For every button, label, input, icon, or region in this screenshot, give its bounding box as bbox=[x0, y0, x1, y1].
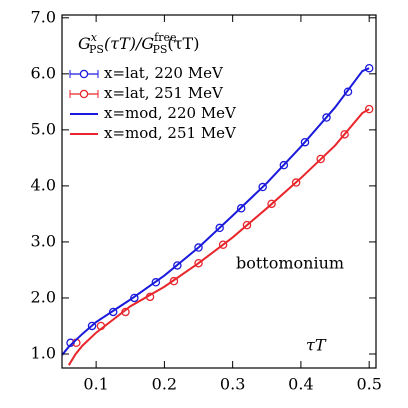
data-point bbox=[364, 63, 374, 73]
data-point bbox=[291, 178, 301, 187]
data-point bbox=[173, 261, 182, 270]
data-point bbox=[130, 293, 139, 303]
y-tick-label: 3.0 bbox=[31, 231, 56, 250]
legend-title: Gx PS(τT)/Gfree PS(τT) bbox=[78, 31, 199, 56]
x-tick-label: 0.4 bbox=[288, 375, 313, 394]
x-tick-label: 0.2 bbox=[152, 375, 177, 394]
plot-area bbox=[62, 63, 374, 366]
data-point bbox=[236, 204, 246, 213]
model-curve bbox=[62, 67, 370, 356]
data-point bbox=[242, 220, 252, 230]
plot-frame bbox=[61, 14, 377, 369]
y-tick-label: 6.0 bbox=[31, 63, 56, 82]
data-point bbox=[267, 199, 276, 209]
legend-label: x=lat, 220 MeV bbox=[104, 64, 224, 82]
model-curve bbox=[67, 108, 370, 366]
legend-label: x=lat, 251 MeV bbox=[104, 84, 224, 102]
legend-label: x=mod, 251 MeV bbox=[104, 124, 237, 142]
data-point bbox=[108, 307, 118, 317]
data-point bbox=[343, 87, 353, 97]
data-point bbox=[279, 160, 289, 170]
title-part: (τT)/G bbox=[104, 34, 154, 53]
data-point bbox=[169, 276, 179, 286]
data-point bbox=[300, 137, 310, 147]
y-tick-label: 7.0 bbox=[31, 7, 56, 26]
title-part: PS bbox=[89, 43, 104, 56]
data-point bbox=[87, 321, 97, 331]
y-tick-label: 2.0 bbox=[31, 287, 56, 306]
data-point bbox=[316, 154, 325, 164]
x-tick-label: 0.5 bbox=[356, 375, 381, 394]
annotation: bottomonium bbox=[236, 254, 344, 273]
y-tick-label: 5.0 bbox=[31, 119, 56, 138]
data-point bbox=[258, 182, 267, 192]
title-part: free bbox=[154, 31, 176, 44]
y-tick-label: 1.0 bbox=[31, 343, 56, 362]
x-tick-label: 0.3 bbox=[220, 375, 245, 394]
legend-label: x=mod, 220 MeV bbox=[104, 104, 237, 122]
title-part: (τT) bbox=[167, 34, 199, 53]
legend-marker bbox=[79, 69, 89, 79]
data-point bbox=[194, 243, 203, 252]
data-point bbox=[215, 223, 224, 233]
title-part: x bbox=[91, 31, 98, 44]
x-axis-label: τT bbox=[306, 336, 327, 355]
data-point bbox=[340, 130, 349, 139]
x-tick-label: 0.1 bbox=[83, 375, 108, 394]
title-part: G bbox=[78, 34, 91, 53]
legend-marker bbox=[79, 89, 89, 99]
data-point bbox=[151, 278, 161, 287]
y-tick-label: 4.0 bbox=[31, 175, 56, 194]
data-point bbox=[322, 113, 331, 122]
data-point bbox=[218, 240, 228, 249]
data-point bbox=[194, 258, 203, 268]
data-point bbox=[364, 104, 374, 114]
title-part: PS bbox=[152, 43, 167, 56]
